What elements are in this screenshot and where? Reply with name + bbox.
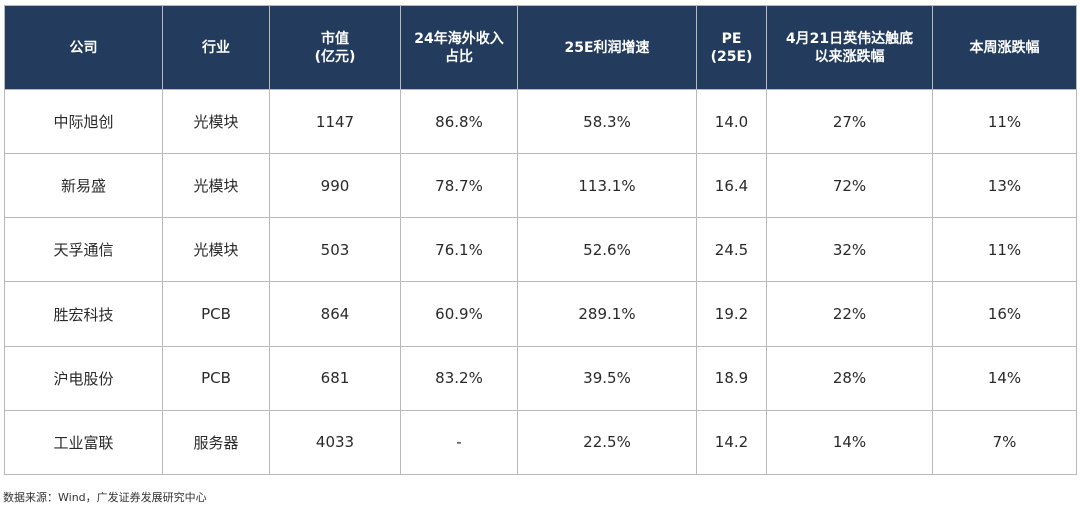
- cell-industry: PCB: [162, 345, 270, 411]
- table-row: 工业富联 服务器 4033 - 22.5% 14.2 14% 7%: [4, 409, 1077, 476]
- cell-company: 胜宏科技: [4, 281, 163, 347]
- header-industry: 行业: [162, 5, 270, 90]
- header-overseas-revenue: 24年海外收入 占比: [400, 5, 518, 90]
- table-row: 中际旭创 光模块 1147 86.8% 58.3% 14.0 27% 11%: [4, 88, 1077, 155]
- header-line: 本周涨跌幅: [969, 39, 1040, 56]
- cell-overseas-revenue: 86.8%: [400, 88, 518, 155]
- cell-profit-growth: 52.6%: [517, 217, 697, 283]
- cell-industry: 光模块: [162, 153, 270, 219]
- cell-weekly-change: 16%: [932, 281, 1077, 347]
- cell-weekly-change: 14%: [932, 345, 1077, 411]
- cell-market-cap: 990: [269, 153, 401, 219]
- table-row: 新易盛 光模块 990 78.7% 113.1% 16.4 72% 13%: [4, 153, 1077, 219]
- cell-industry: 光模块: [162, 88, 270, 155]
- header-weekly-change: 本周涨跌幅: [932, 5, 1077, 90]
- cell-weekly-change: 7%: [932, 409, 1077, 476]
- header-market-cap: 市值 (亿元): [269, 5, 401, 90]
- header-profit-growth: 25E利润增速: [517, 5, 697, 90]
- cell-change-since-apr21: 32%: [766, 217, 933, 283]
- header-change-since-apr21: 4月21日英伟达触底 以来涨跌幅: [766, 5, 933, 90]
- cell-weekly-change: 11%: [932, 88, 1077, 155]
- stock-comparison-table: 公司 行业 市值 (亿元) 24年海外收入 占比 25E利润增速 PE: [4, 5, 1077, 476]
- header-company: 公司: [4, 5, 163, 90]
- cell-weekly-change: 11%: [932, 217, 1077, 283]
- cell-change-since-apr21: 27%: [766, 88, 933, 155]
- header-line: 以来涨跌幅: [814, 48, 885, 65]
- header-line: (25E): [710, 48, 753, 65]
- header-line: (亿元): [314, 48, 356, 65]
- header-line: 公司: [69, 39, 98, 56]
- cell-change-since-apr21: 72%: [766, 153, 933, 219]
- cell-pe: 16.4: [696, 153, 767, 219]
- table-row: 天孚通信 光模块 503 76.1% 52.6% 24.5 32% 11%: [4, 217, 1077, 283]
- header-line: 行业: [202, 39, 230, 56]
- header-line: PE: [721, 30, 742, 47]
- cell-company: 新易盛: [4, 153, 163, 219]
- cell-pe: 14.0: [696, 88, 767, 155]
- cell-market-cap: 4033: [269, 409, 401, 476]
- cell-overseas-revenue: -: [400, 409, 518, 476]
- cell-industry: 服务器: [162, 409, 270, 476]
- cell-overseas-revenue: 78.7%: [400, 153, 518, 219]
- header-line: 25E利润增速: [564, 39, 650, 56]
- cell-market-cap: 864: [269, 281, 401, 347]
- table-row: 胜宏科技 PCB 864 60.9% 289.1% 19.2 22% 16%: [4, 281, 1077, 347]
- cell-market-cap: 503: [269, 217, 401, 283]
- cell-profit-growth: 22.5%: [517, 409, 697, 476]
- data-source-note: 数据来源：Wind，广发证券发展研究中心: [3, 491, 207, 504]
- cell-pe: 19.2: [696, 281, 767, 347]
- cell-profit-growth: 39.5%: [517, 345, 697, 411]
- cell-change-since-apr21: 28%: [766, 345, 933, 411]
- cell-pe: 14.2: [696, 409, 767, 476]
- cell-profit-growth: 113.1%: [517, 153, 697, 219]
- cell-industry: 光模块: [162, 217, 270, 283]
- header-line: 4月21日英伟达触底: [785, 30, 914, 47]
- cell-pe: 24.5: [696, 217, 767, 283]
- cell-industry: PCB: [162, 281, 270, 347]
- cell-change-since-apr21: 14%: [766, 409, 933, 476]
- cell-profit-growth: 289.1%: [517, 281, 697, 347]
- table-header-row: 公司 行业 市值 (亿元) 24年海外收入 占比 25E利润增速 PE: [4, 5, 1077, 90]
- header-line: 24年海外收入: [414, 30, 504, 47]
- cell-overseas-revenue: 83.2%: [400, 345, 518, 411]
- cell-market-cap: 681: [269, 345, 401, 411]
- header-line: 占比: [445, 48, 473, 65]
- cell-overseas-revenue: 76.1%: [400, 217, 518, 283]
- table-row: 沪电股份 PCB 681 83.2% 39.5% 18.9 28% 14%: [4, 345, 1077, 411]
- cell-company: 工业富联: [4, 409, 163, 476]
- cell-market-cap: 1147: [269, 88, 401, 155]
- cell-company: 天孚通信: [4, 217, 163, 283]
- cell-weekly-change: 13%: [932, 153, 1077, 219]
- cell-pe: 18.9: [696, 345, 767, 411]
- cell-profit-growth: 58.3%: [517, 88, 697, 155]
- cell-company: 中际旭创: [4, 88, 163, 155]
- cell-company: 沪电股份: [4, 345, 163, 411]
- header-line: 市值: [321, 30, 349, 47]
- cell-change-since-apr21: 22%: [766, 281, 933, 347]
- header-pe: PE (25E): [696, 5, 767, 90]
- cell-overseas-revenue: 60.9%: [400, 281, 518, 347]
